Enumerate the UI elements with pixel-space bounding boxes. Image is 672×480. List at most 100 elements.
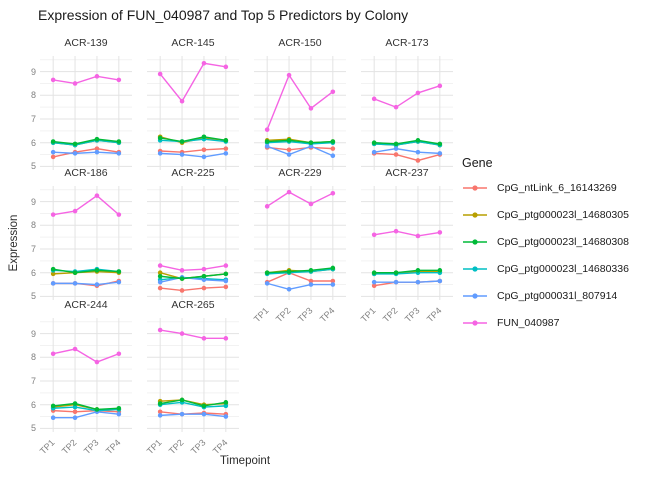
series-line-FUN_040987 (53, 194, 120, 216)
series-FUN_040987 (371, 83, 443, 110)
legend-key-icon (463, 239, 487, 245)
legend-item-FUN_040987: FUN_040987 (462, 316, 629, 330)
data-point (437, 83, 443, 89)
series-line-CpG_ntLink_6_16143269 (53, 409, 119, 413)
legend-title: Gene (462, 156, 493, 170)
data-point (371, 279, 377, 285)
facet-strip-ACR-229: ACR-229 (278, 167, 322, 179)
data-point (330, 89, 336, 95)
data-point (330, 153, 336, 159)
facet-strip-ACR-265: ACR-265 (171, 299, 215, 311)
data-point (179, 98, 185, 104)
data-point (116, 351, 122, 357)
series-line-CpG_ptg000023l_14680308 (160, 273, 226, 280)
data-point (179, 152, 185, 157)
data-point (308, 143, 314, 149)
data-point (50, 139, 56, 144)
data-point (94, 359, 100, 365)
data-point (72, 208, 78, 214)
series-CpG_ptg000031l_807914 (50, 279, 122, 287)
facet-strip-ACR-186: ACR-186 (64, 167, 108, 179)
data-point (116, 411, 122, 417)
series-line-CpG_ptg000023l_14680308 (53, 138, 119, 145)
series-CpG_ptg000023l_14680308 (50, 401, 122, 412)
data-point (223, 151, 229, 156)
data-point (72, 415, 78, 421)
y-tick-label: 9 (30, 66, 36, 77)
series-CpG_ptg000023l_14680308 (157, 271, 229, 281)
data-point (371, 232, 377, 238)
series-line-CpG_ntLink_6_16143269 (267, 146, 333, 151)
data-point (223, 263, 229, 268)
data-point (330, 265, 336, 271)
data-point (50, 271, 56, 277)
facet-panel-ACR-173 (361, 56, 453, 170)
legend-item-CpG_ptg000023l_14680305: CpG_ptg000023l_14680305 (462, 208, 629, 222)
data-point (72, 401, 78, 406)
series-CpG_ptg000031l_807914 (264, 281, 336, 292)
data-point (264, 204, 270, 209)
data-point (157, 71, 163, 77)
series-line-FUN_040987 (373, 85, 441, 108)
series-line-CpG_ptg000023l_14680308 (53, 268, 119, 274)
data-point (157, 279, 163, 285)
data-point (116, 405, 122, 411)
y-tick-label: 5 (30, 423, 36, 434)
series-line-CpG_ptg000031l_807914 (374, 280, 440, 283)
data-point (415, 158, 421, 163)
data-point (116, 139, 122, 144)
y-tick-label: 7 (30, 114, 36, 124)
data-point (201, 336, 207, 341)
data-point (286, 286, 292, 292)
facet-strip-ACR-237: ACR-237 (385, 167, 429, 179)
series-line-CpG_ptg000023l_14680308 (374, 139, 440, 145)
data-point (50, 266, 56, 272)
y-tick-label: 8 (30, 352, 36, 363)
series-CpG_ptg000023l_14680308 (50, 136, 122, 147)
data-point (308, 268, 314, 273)
y-tick-label: 8 (30, 90, 36, 101)
facet-panel-ACR-150 (254, 56, 346, 170)
facet-strip-ACR-244: ACR-244 (64, 299, 108, 311)
data-point (415, 149, 421, 155)
legend-key-icon (463, 185, 487, 191)
data-point (179, 139, 185, 144)
data-point (286, 269, 292, 274)
data-point (223, 271, 229, 277)
legend-item-CpG_ntLink_6_16143269: CpG_ntLink_6_16143269 (462, 181, 629, 195)
y-tick-label: 9 (30, 328, 36, 339)
legend-item-CpG_ptg000031l_807914: CpG_ptg000031l_807914 (462, 289, 629, 303)
data-point (94, 282, 100, 287)
series-CpG_ptg000031l_807914 (157, 151, 229, 160)
series-line-FUN_040987 (374, 230, 440, 237)
data-point (72, 281, 78, 286)
data-point (223, 414, 229, 419)
y-tick-label: 6 (30, 399, 36, 410)
data-point (157, 401, 163, 406)
data-point (72, 151, 78, 156)
data-point (393, 152, 399, 157)
data-point (157, 409, 163, 415)
data-point (157, 285, 163, 291)
data-point (179, 276, 185, 281)
legend-label: CpG_ptg000023l_14680305 (497, 209, 629, 221)
data-point (50, 415, 56, 421)
data-point (50, 403, 56, 409)
series-line-CpG_ptg000023l_14680336 (160, 138, 226, 143)
data-point (330, 191, 336, 196)
data-point (201, 285, 207, 291)
legend-label: CpG_ptg000023l_14680308 (497, 236, 629, 248)
facet-panel-ACR-225 (147, 186, 239, 300)
series-line-CpG_ptg000023l_14680308 (267, 139, 333, 144)
legend: Gene CpG_ntLink_6_16143269 CpG_ptg000023l… (462, 156, 629, 343)
series-line-CpG_ptg000023l_14680336 (160, 401, 226, 408)
data-point (286, 147, 292, 153)
data-point (94, 136, 100, 142)
data-point (393, 104, 399, 110)
series-line-CpG_ptg000023l_14680308 (160, 136, 226, 143)
data-point (94, 149, 100, 155)
legend-key-icon (463, 212, 487, 218)
series-line-CpG_ntLink_6_16143269 (160, 147, 226, 153)
legend-label: CpG_ptg000031l_807914 (497, 290, 618, 302)
data-point (201, 147, 207, 153)
